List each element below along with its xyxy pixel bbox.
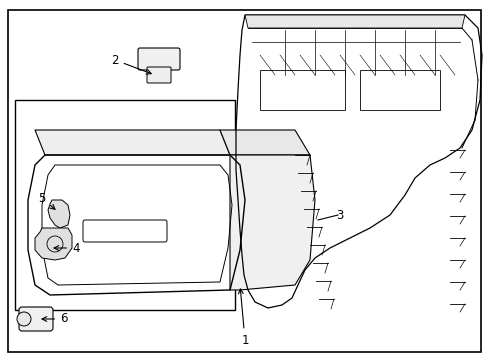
Polygon shape [35,130,230,155]
Bar [260,70,345,110]
FancyBboxPatch shape [138,48,180,70]
Polygon shape [230,155,315,290]
Text: 1: 1 [239,289,249,346]
Polygon shape [48,200,70,228]
Polygon shape [245,15,465,28]
Text: 2: 2 [111,54,151,74]
Bar [360,70,440,110]
FancyBboxPatch shape [19,307,53,331]
Text: 6: 6 [42,312,68,325]
Polygon shape [35,228,72,260]
Circle shape [17,312,31,326]
Text: 5: 5 [38,192,55,210]
Bar [15,100,235,310]
FancyBboxPatch shape [147,67,171,83]
Text: 4: 4 [54,242,79,255]
Text: 3: 3 [336,208,343,221]
Polygon shape [220,130,310,155]
